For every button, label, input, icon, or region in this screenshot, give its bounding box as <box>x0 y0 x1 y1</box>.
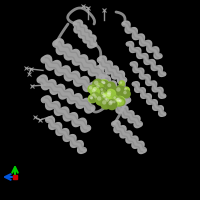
Circle shape <box>114 85 126 97</box>
Circle shape <box>102 93 111 101</box>
Circle shape <box>106 81 116 92</box>
Circle shape <box>101 81 103 83</box>
Circle shape <box>103 81 106 84</box>
Circle shape <box>87 85 97 94</box>
Circle shape <box>113 96 116 99</box>
Circle shape <box>104 97 107 100</box>
Circle shape <box>118 80 125 87</box>
Circle shape <box>101 93 109 102</box>
Circle shape <box>102 95 105 98</box>
Circle shape <box>114 96 124 107</box>
Circle shape <box>101 91 105 95</box>
Circle shape <box>100 98 111 110</box>
Circle shape <box>100 79 109 88</box>
Circle shape <box>106 98 109 102</box>
Circle shape <box>115 96 125 106</box>
Circle shape <box>93 87 97 91</box>
Circle shape <box>107 92 111 97</box>
Circle shape <box>108 98 118 108</box>
Circle shape <box>95 83 104 92</box>
Circle shape <box>106 99 117 110</box>
Circle shape <box>120 81 122 84</box>
Circle shape <box>107 83 111 87</box>
Circle shape <box>124 88 127 91</box>
Circle shape <box>89 86 92 90</box>
Circle shape <box>111 99 119 107</box>
Circle shape <box>109 100 113 104</box>
Circle shape <box>91 85 101 95</box>
Circle shape <box>123 91 127 94</box>
Circle shape <box>107 91 111 95</box>
Circle shape <box>92 89 96 92</box>
Circle shape <box>122 89 131 98</box>
Circle shape <box>103 96 111 104</box>
Circle shape <box>89 96 93 99</box>
Circle shape <box>116 87 121 92</box>
Circle shape <box>90 97 93 100</box>
Circle shape <box>100 88 103 91</box>
Circle shape <box>118 98 126 106</box>
Circle shape <box>92 79 104 90</box>
Circle shape <box>113 100 116 103</box>
Circle shape <box>115 98 120 102</box>
Circle shape <box>108 101 112 105</box>
Circle shape <box>101 80 109 88</box>
Circle shape <box>96 84 100 88</box>
Circle shape <box>123 86 130 94</box>
Circle shape <box>112 95 119 102</box>
Circle shape <box>91 92 100 101</box>
Circle shape <box>100 79 106 86</box>
Circle shape <box>92 93 96 97</box>
Circle shape <box>118 100 121 103</box>
Circle shape <box>99 90 109 99</box>
Circle shape <box>102 100 106 105</box>
Circle shape <box>90 87 100 97</box>
Circle shape <box>102 81 105 84</box>
Circle shape <box>105 89 116 100</box>
Circle shape <box>119 99 122 102</box>
Circle shape <box>104 97 113 106</box>
Circle shape <box>94 81 98 85</box>
Circle shape <box>89 95 97 103</box>
Circle shape <box>88 94 97 103</box>
Circle shape <box>99 87 106 94</box>
Circle shape <box>97 96 101 101</box>
Circle shape <box>105 90 116 102</box>
Circle shape <box>103 94 107 97</box>
Circle shape <box>117 97 121 101</box>
Circle shape <box>95 94 107 106</box>
Circle shape <box>117 99 124 106</box>
Circle shape <box>93 94 100 102</box>
Circle shape <box>94 96 97 98</box>
